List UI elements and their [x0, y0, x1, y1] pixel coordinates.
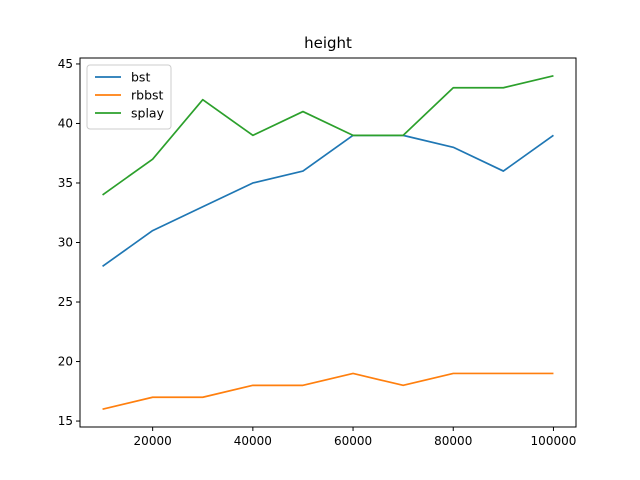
series-line-bst [102, 134, 554, 268]
y-axis: 15 20 25 30 35 40 45 [58, 57, 80, 428]
series-line-splay [102, 75, 554, 196]
y-tick-label: 20 [58, 355, 73, 369]
x-tick-label: 80000 [434, 434, 472, 448]
legend-label-bst: bst [131, 70, 150, 85]
legend-label-splay: splay [131, 106, 165, 121]
legend-label-rbbst: rbbst [131, 88, 164, 103]
x-tick-label: 100000 [531, 434, 577, 448]
legend: bst rbbst splay [86, 64, 172, 130]
y-tick-label: 45 [58, 57, 73, 71]
y-tick-label: 30 [58, 236, 73, 250]
chart-title: height [304, 34, 352, 52]
y-tick-label: 25 [58, 295, 73, 309]
x-axis: 20000 40000 60000 80000 100000 [134, 427, 577, 448]
y-tick-label: 15 [58, 414, 73, 428]
x-tick-label: 60000 [334, 434, 372, 448]
x-tick-label: 20000 [134, 434, 172, 448]
y-tick-label: 35 [58, 176, 73, 190]
series-line-rbbst [102, 372, 554, 410]
series-group [102, 75, 554, 410]
y-tick-label: 40 [58, 116, 73, 130]
x-tick-label: 40000 [234, 434, 272, 448]
